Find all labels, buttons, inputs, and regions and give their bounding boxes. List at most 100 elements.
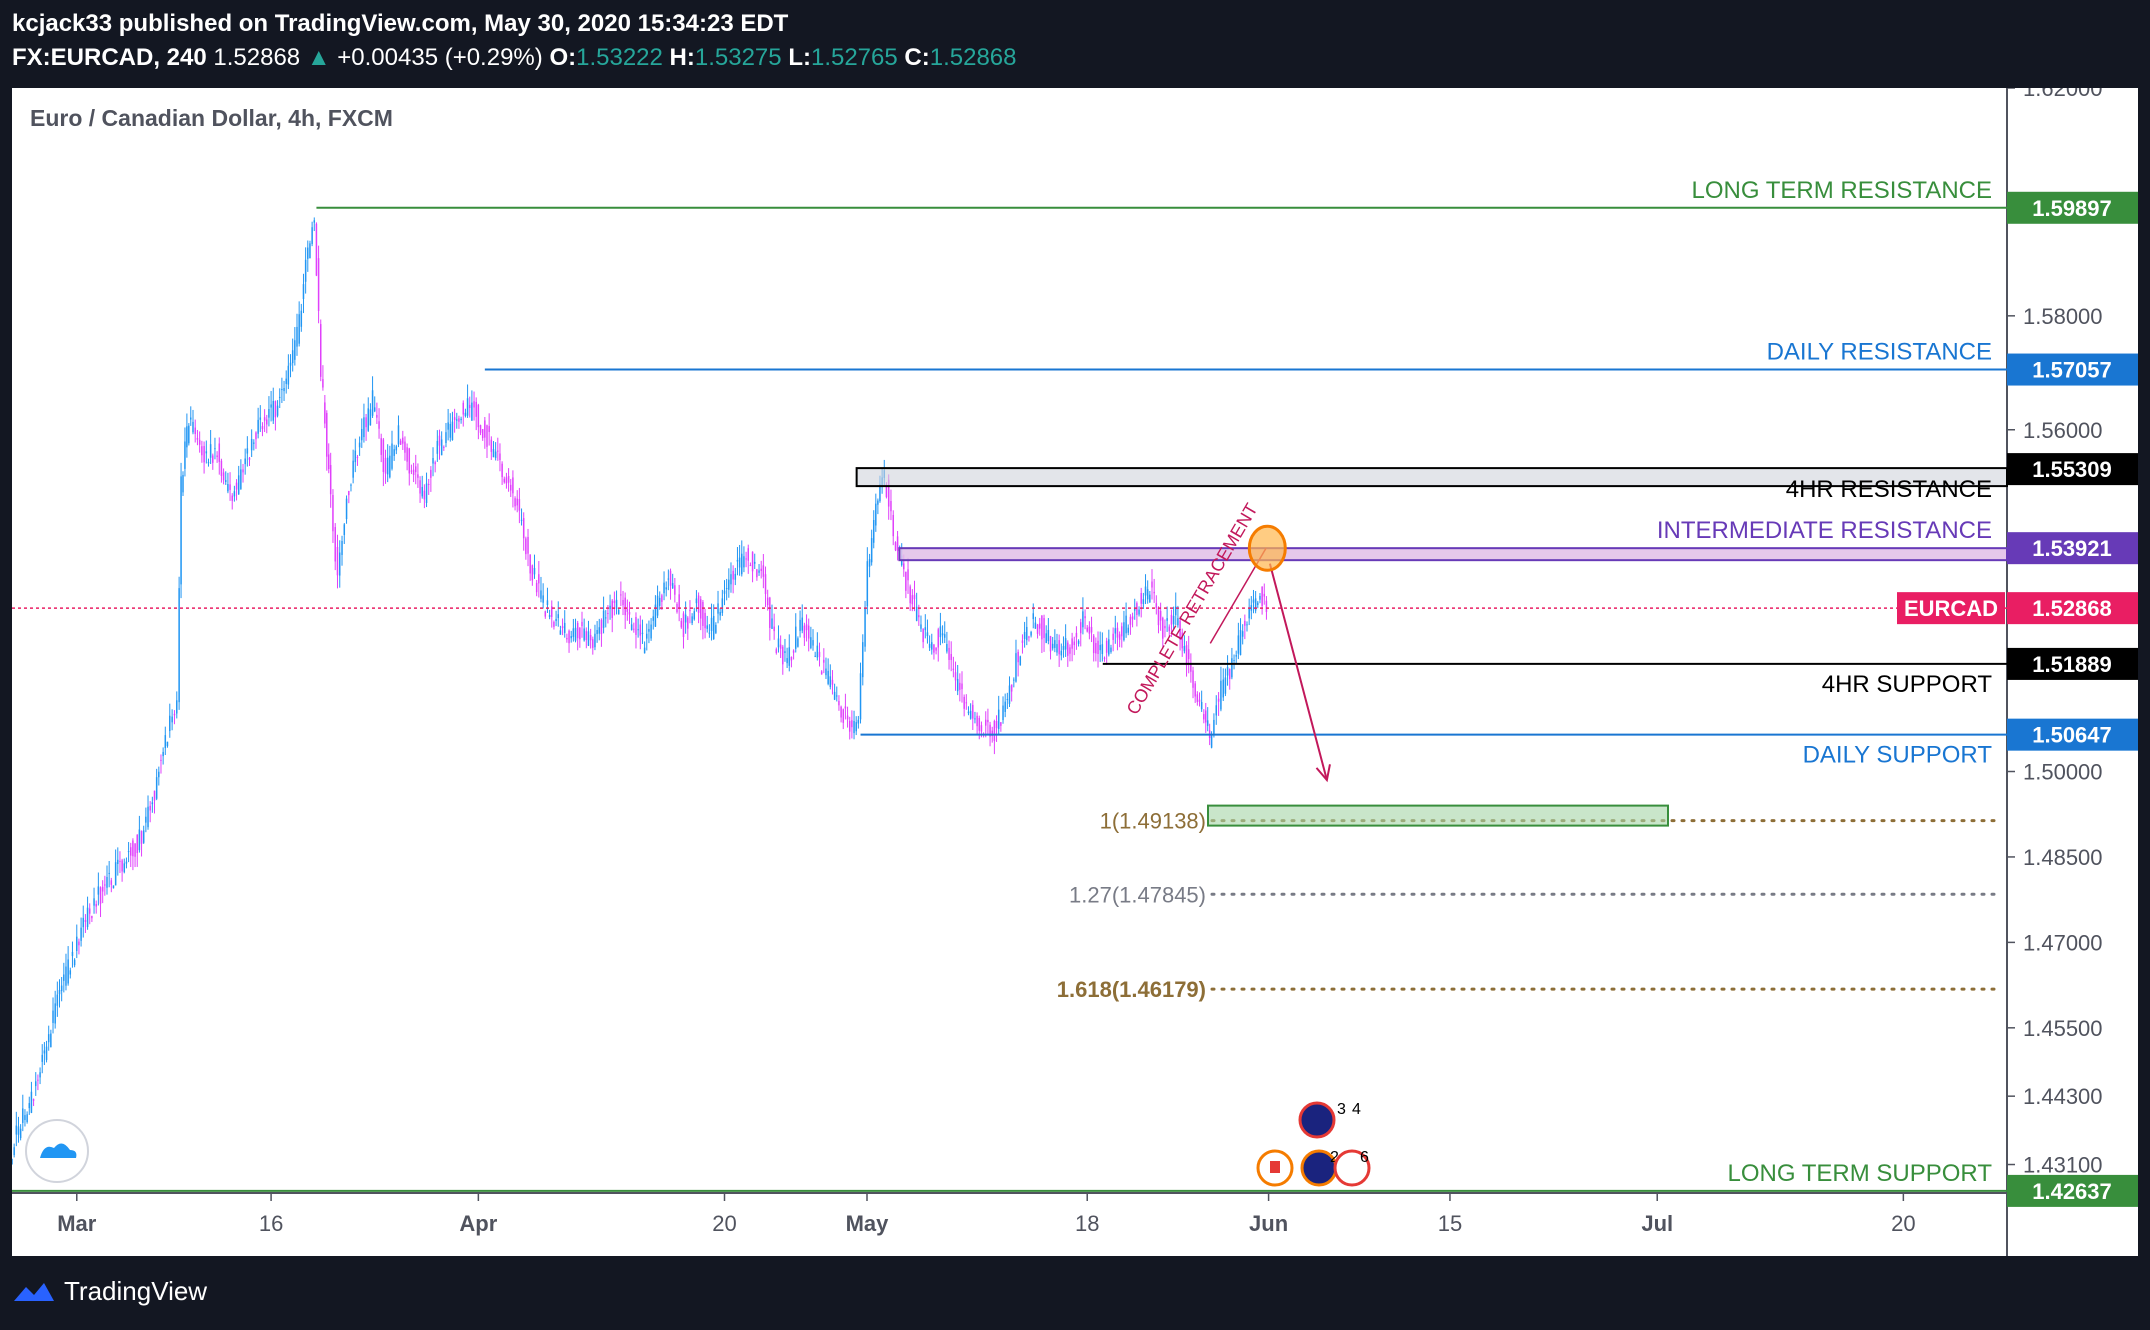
candle-body [1084,616,1086,619]
candle-body [184,441,186,469]
price-tag: 1.51889 [2007,647,2138,680]
candle-body [1108,639,1110,655]
candle-body [415,466,417,473]
candle-body [516,498,518,506]
candle-body [663,582,665,594]
chart-area[interactable]: Euro / Canadian Dollar, 4h, FXCM 1.62000 1… [12,88,2138,1256]
candle-body [745,558,747,560]
candle-body [1112,633,1114,640]
candle-body [1008,685,1011,704]
candle-body [19,1128,22,1139]
candle-body [855,722,857,732]
candle-body [1175,606,1177,616]
candle-body [1261,586,1263,606]
price-tag: 1.55309 [2007,453,2138,486]
candle-body [1030,631,1032,636]
candle-body [456,419,458,421]
candle-body [17,1126,20,1135]
candle-body [408,448,411,474]
candle-body [775,649,778,653]
candle-body [799,619,801,631]
event-count: 2 [1330,1149,1339,1166]
candle-body [1045,633,1047,643]
candle-body [259,417,262,420]
candle-body [1213,719,1215,734]
candle-body [1190,662,1192,672]
price-tag-text: 1.55309 [2032,457,2112,482]
price-tag: 1.59897 [2007,191,2138,224]
candle-body [985,719,987,726]
candle-body [551,606,553,617]
candle-body [613,600,616,604]
candle-body [810,637,812,649]
candle-body [825,668,827,676]
candle-body [956,678,959,692]
candle-body [620,594,622,596]
candle-body [453,417,456,421]
candle-body [1127,627,1129,633]
candle-body [1144,586,1147,596]
candle-body [1041,615,1043,640]
candle-body [1077,640,1080,644]
candle-body [1013,679,1015,681]
price-tag: 1.53921 [2007,532,2138,565]
candle-body [585,631,588,641]
candle-body [989,724,991,737]
candle-body [69,970,72,975]
candle-body [594,633,596,648]
candle-body [50,1033,52,1048]
candle-body [853,720,855,734]
candle-body [205,451,208,454]
level-label: LONG TERM RESISTANCE [1692,177,1993,204]
candle-body [1244,620,1246,626]
candle-body [391,443,393,469]
candle-body [402,437,404,444]
candle-body [689,610,691,612]
candle-body [546,600,549,605]
candle-body [581,621,583,627]
candle-body [28,1103,31,1109]
candle-body [162,751,164,757]
candle-body [481,429,484,439]
candle-body [110,880,113,885]
candle-body [209,444,212,458]
candle-body [628,612,631,615]
candle-body [1172,616,1175,625]
candle-body [176,700,178,714]
fib-level-label: 1(1.49138) [1100,809,1206,834]
candle-body [352,460,354,478]
candle-body [39,1072,41,1078]
candle-body [559,630,562,635]
candle-body [361,428,363,441]
price-chart[interactable]: Euro / Canadian Dollar, 4h, FXCM 1.62000 1… [12,88,2138,1256]
candle-body [846,715,849,720]
footer-brand[interactable]: TradingView [12,1276,207,1307]
candle-body [1177,618,1179,626]
time-tick-label: Jun [1249,1211,1288,1236]
candle-body [1121,626,1123,637]
price-tag-text: 1.59897 [2032,196,2112,221]
time-tick-label: 20 [712,1211,736,1236]
candle-body [911,595,914,605]
candle-body [527,536,529,554]
candle-body [60,985,63,992]
event-count: 3 [1337,1101,1346,1118]
candle-body [997,709,1000,729]
candle-body [712,616,715,639]
candle-body [434,462,436,465]
candle-body [1058,640,1060,655]
candle-body [570,636,572,639]
close-label: C: [904,44,930,71]
last-price: 1.52868 [213,44,301,71]
eu-flag-icon [1298,1101,1336,1139]
candle-body [1092,635,1095,654]
candle-body [78,941,80,946]
candle-body [147,806,149,828]
candle-body [510,484,512,491]
candle-body [976,715,978,727]
candle-body [214,448,216,450]
candle-body [939,626,942,638]
candle-body [294,340,296,360]
candle-body [1075,632,1078,638]
candle-body [182,475,184,493]
